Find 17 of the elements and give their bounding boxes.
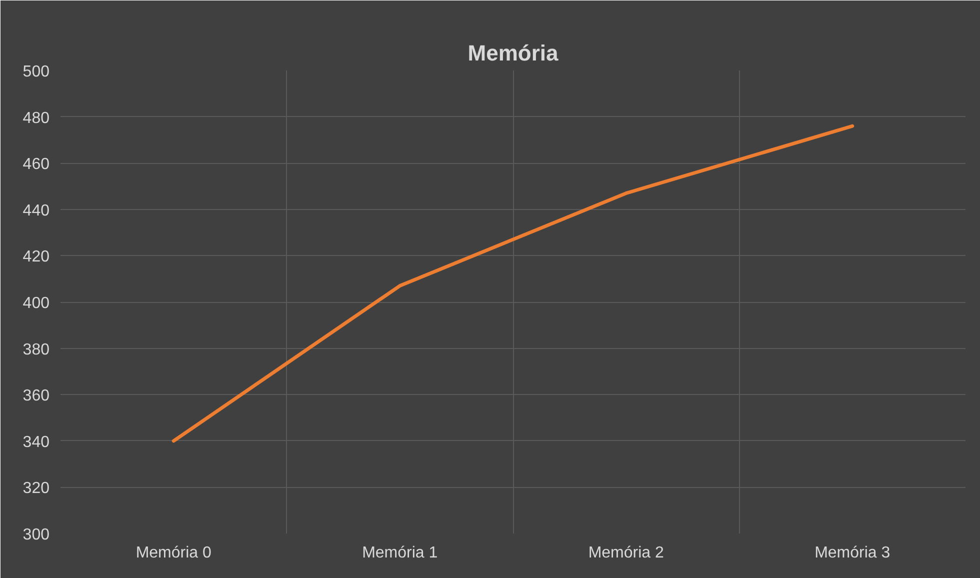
x-tick-label: Memória 1 (362, 544, 438, 562)
x-tick-label: Memória 0 (136, 544, 212, 562)
y-tick-label: 340 (22, 434, 50, 451)
y-tick-label: 500 (22, 64, 50, 80)
y-tick-label: 300 (22, 526, 50, 544)
y-tick-label: 360 (22, 388, 50, 405)
chart-title: Memória (468, 40, 559, 66)
y-tick-label: 440 (22, 202, 50, 220)
y-tick-label: 380 (22, 341, 50, 358)
line-series (172, 124, 854, 443)
x-tick-label: Memória 2 (588, 544, 664, 562)
y-tick-label: 420 (22, 248, 50, 266)
y-tick-label: 480 (22, 110, 50, 127)
y-tick-label: 320 (22, 480, 50, 498)
y-tick-label: 460 (22, 156, 50, 174)
y-tick-label: 400 (22, 295, 50, 312)
x-tick-label: Memória 3 (814, 544, 890, 562)
